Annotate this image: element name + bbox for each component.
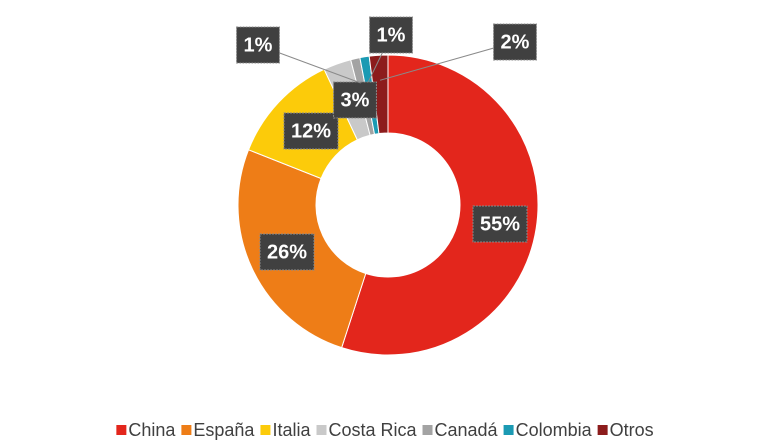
label-text: 12% [291, 120, 331, 142]
legend-label: China [128, 420, 176, 440]
legend-label: España [193, 420, 255, 440]
slice [368, 54, 389, 135]
data-label: 1% [369, 16, 413, 54]
data-label: 26% [259, 233, 315, 271]
legend-swatch [181, 425, 192, 435]
label-text: 26% [267, 241, 307, 263]
leader-line [380, 41, 516, 81]
legend-label: Otros [610, 420, 654, 440]
legend-label: Italia [272, 420, 311, 440]
label-text: 1% [244, 34, 273, 56]
data-label: 3% [333, 81, 377, 119]
legend-swatch [422, 425, 433, 435]
slice [341, 54, 539, 356]
label-box [283, 112, 339, 150]
label-text: 2% [501, 31, 530, 53]
legend-swatch [116, 425, 127, 435]
label-text: 3% [341, 89, 370, 111]
label-box [236, 26, 280, 64]
legend: China España Italia Costa Rica Canadá Colombi… [116, 420, 654, 440]
data-label: 1% [236, 26, 280, 64]
label-box [369, 16, 413, 54]
legend-swatch [503, 425, 514, 435]
legend-swatch [260, 425, 271, 435]
legend-label: Colombia [516, 420, 593, 440]
legend-swatch [316, 425, 327, 435]
label-box [493, 23, 537, 61]
label-text: 1% [377, 24, 406, 46]
data-label: 55% [472, 205, 528, 243]
label-text: 55% [480, 213, 520, 235]
label-box [333, 81, 377, 119]
label-box [259, 233, 315, 271]
data-label: 2% [493, 23, 537, 61]
legend-label: Canadá [435, 420, 499, 440]
data-label: 12% [283, 112, 339, 150]
label-box [472, 205, 528, 243]
legend-swatch [597, 425, 608, 435]
legend-label: Costa Rica [328, 420, 417, 440]
